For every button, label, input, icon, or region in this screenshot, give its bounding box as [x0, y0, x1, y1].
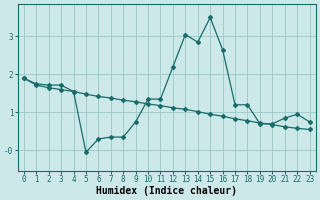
- X-axis label: Humidex (Indice chaleur): Humidex (Indice chaleur): [96, 186, 237, 196]
